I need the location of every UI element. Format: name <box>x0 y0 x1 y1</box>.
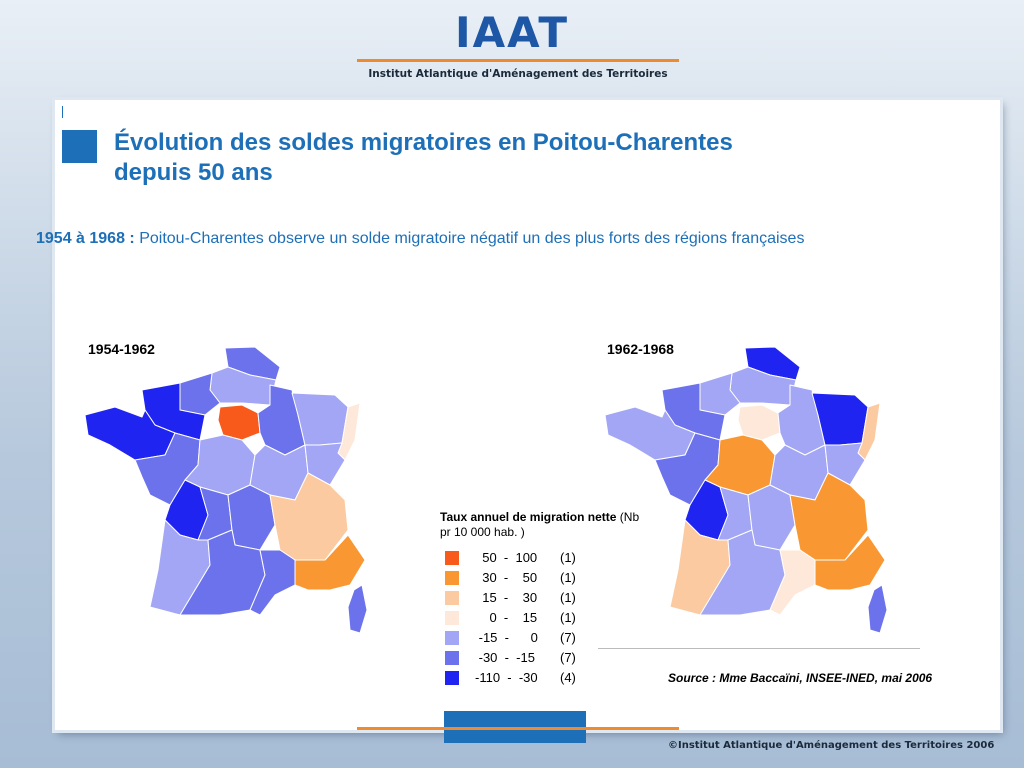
title-line-1: Évolution des soldes migratoires en Poit… <box>114 129 733 156</box>
map-legend: Taux annuel de migration nette (Nb pr 10… <box>440 510 640 685</box>
legend-title: Taux annuel de migration nette (Nb pr 10… <box>440 510 640 540</box>
logo-divider <box>357 59 679 62</box>
region-corse <box>867 584 888 634</box>
legend-count: (7) <box>560 630 576 645</box>
map-1954-1962 <box>84 346 368 634</box>
legend-swatch <box>445 611 459 625</box>
subtitle-text: Poitou-Charentes observe un solde migrat… <box>134 230 805 247</box>
legend-range: 15 - 30 <box>475 590 538 605</box>
legend-row: -30 - -15 (7) <box>445 650 625 668</box>
region-paca <box>814 534 886 591</box>
legend-range: -110 - -30 <box>475 670 538 685</box>
iaat-logo: IAAT <box>455 8 570 57</box>
slide-subtitle: 1954 à 1968 : Poitou-Charentes observe u… <box>36 230 1016 248</box>
map-label-1954-1962: 1954-1962 <box>88 341 155 357</box>
legend-swatch <box>445 551 459 565</box>
legend-row: -15 - 0 (7) <box>445 630 625 648</box>
source-note: Source : Mme Baccaïni, INSEE-INED, mai 2… <box>668 671 933 685</box>
legend-count: (1) <box>560 610 576 625</box>
header: IAAT Institut Atlantique d'Aménagement d… <box>0 0 1024 100</box>
legend-count: (7) <box>560 650 576 665</box>
title-bullet-icon <box>62 130 97 163</box>
legend-count: (1) <box>560 590 576 605</box>
copyright: ©Institut Atlantique d'Aménagement des T… <box>668 740 995 751</box>
region-ile-de-france <box>217 404 261 441</box>
legend-range: -15 - 0 <box>475 630 538 645</box>
source-divider <box>598 648 920 649</box>
region-languedoc-roussillon <box>249 549 296 616</box>
legend-swatch <box>445 591 459 605</box>
legend-range: 30 - 50 <box>475 570 538 585</box>
footer-orange-line <box>357 727 679 730</box>
legend-count: (1) <box>560 550 576 565</box>
legend-swatch <box>445 631 459 645</box>
legend-range: 0 - 15 <box>475 610 538 625</box>
map-1962-1968 <box>604 346 888 634</box>
logo-subtitle: Institut Atlantique d'Aménagement des Te… <box>368 68 668 80</box>
legend-swatch <box>445 651 459 665</box>
region-auvergne <box>747 484 796 551</box>
corner-tick <box>62 106 63 118</box>
title-line-2: depuis 50 ans <box>114 159 273 186</box>
legend-row: 15 - 30 (1) <box>445 590 625 608</box>
legend-swatch <box>445 671 459 685</box>
legend-row: 50 - 100 (1) <box>445 550 625 568</box>
legend-row: 0 - 15 (1) <box>445 610 625 628</box>
slide-title: Évolution des soldes migratoires en Poit… <box>114 128 914 188</box>
region-corse <box>347 584 368 634</box>
legend-title-unit: (Nb pr 10 000 hab. ) <box>440 510 640 539</box>
region-rhone-alpes <box>269 472 349 561</box>
legend-row: -110 - -30 (4) <box>445 670 625 688</box>
map-label-1962-1968: 1962-1968 <box>607 341 674 357</box>
legend-count: (1) <box>560 570 576 585</box>
region-rhone-alpes <box>789 472 869 561</box>
region-paca <box>294 534 366 591</box>
legend-range: -30 - -15 <box>475 650 535 665</box>
legend-range: 50 - 100 <box>475 550 538 565</box>
legend-row: 30 - 50 (1) <box>445 570 625 588</box>
region-languedoc-roussillon <box>769 549 816 616</box>
legend-swatch <box>445 571 459 585</box>
region-auvergne <box>227 484 276 551</box>
legend-count: (4) <box>560 670 576 685</box>
region-ile-de-france <box>737 404 781 441</box>
subtitle-period: 1954 à 1968 : <box>36 230 135 247</box>
legend-title-bold: Taux annuel de migration nette <box>440 510 617 524</box>
